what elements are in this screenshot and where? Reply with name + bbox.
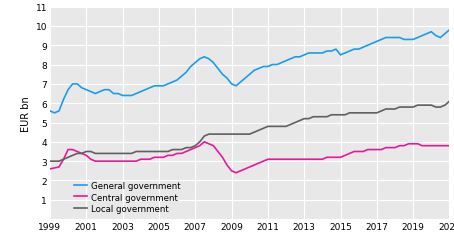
Local government [401, 106, 407, 109]
General government [447, 29, 452, 32]
Line: Central government: Central government [50, 142, 449, 173]
General government [102, 89, 107, 92]
General government [47, 110, 53, 113]
Central government [233, 172, 239, 175]
General government [52, 112, 57, 115]
Local government [47, 160, 53, 163]
Local government [129, 152, 134, 155]
Local government [97, 152, 103, 155]
Line: General government: General government [50, 31, 449, 113]
General government [256, 68, 262, 71]
Central government [206, 143, 212, 146]
Y-axis label: EUR bn: EUR bn [21, 96, 31, 131]
Central government [261, 160, 266, 163]
Central government [47, 168, 53, 171]
General government [133, 93, 139, 96]
Central government [447, 145, 452, 148]
Central government [129, 160, 134, 163]
Local government [202, 135, 207, 138]
Local government [252, 131, 257, 134]
Local government [447, 100, 452, 103]
Local government [88, 150, 94, 153]
General government [406, 39, 411, 42]
Legend: General government, Central government, Local government: General government, Central government, … [74, 182, 180, 213]
General government [206, 58, 212, 61]
Line: Local government: Local government [50, 102, 449, 162]
Central government [88, 158, 94, 161]
Central government [202, 141, 207, 144]
Central government [410, 143, 416, 146]
Central government [97, 160, 103, 163]
General government [93, 93, 98, 96]
